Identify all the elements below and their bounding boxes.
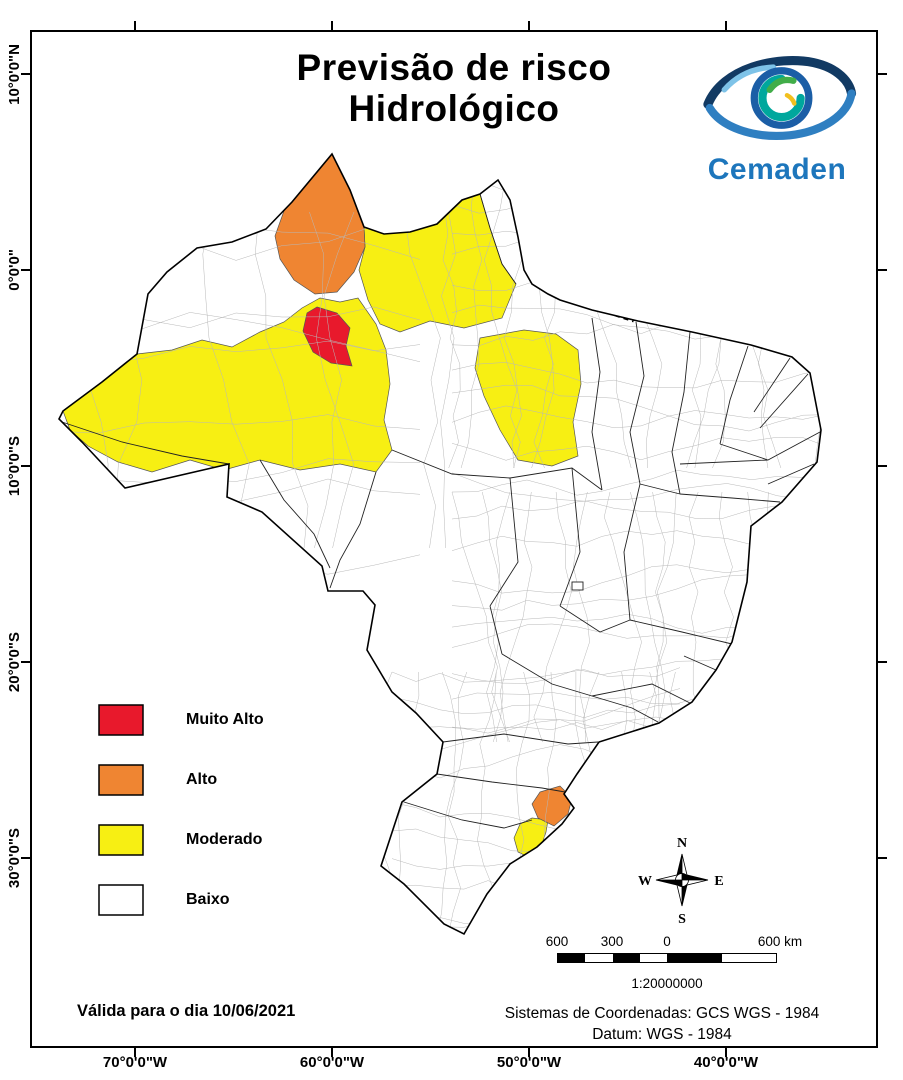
- tick-left-0: [21, 269, 30, 271]
- compass-rose: N S E W: [638, 836, 724, 927]
- coordinate-system-note: Sistemas de Coordenadas: GCS WGS - 1984 …: [462, 1004, 862, 1046]
- validity-date: Válida para o dia 10/06/2021: [77, 1002, 296, 1020]
- tick-bottom-50w: [528, 1048, 530, 1057]
- legend-swatch-moderado: [98, 824, 144, 856]
- tick-bottom-40w: [725, 1048, 727, 1057]
- tick-right-10n: [878, 73, 887, 75]
- lon-label-40w: 40°0'0"W: [693, 1054, 759, 1071]
- tick-left-10n: [21, 73, 30, 75]
- tick-right-30s: [878, 857, 887, 859]
- legend-item-alto: Alto: [98, 764, 264, 796]
- map-title-line1: Previsão de risco: [296, 47, 612, 88]
- lat-label-20s: 20°0'0"S: [5, 631, 23, 693]
- lat-label-10s: 10°0'0"S: [5, 435, 23, 497]
- legend-swatch-muito-alto: [98, 704, 144, 736]
- tick-right-0: [878, 269, 887, 271]
- legend-item-muito-alto: Muito Alto: [98, 704, 264, 736]
- legend-swatch-alto: [98, 764, 144, 796]
- scalebar-tick-600l: 600: [545, 934, 569, 949]
- lat-label-30s: 30°0'0"S: [5, 827, 23, 889]
- cemaden-logo: Cemaden: [677, 48, 877, 187]
- map-frame: Previsão de risco Hidrológico Cemaden: [30, 30, 878, 1048]
- map-title-line2: Hidrológico: [348, 87, 560, 129]
- compass-north-label: N: [677, 836, 687, 851]
- scalebar-tick-0: 0: [663, 934, 671, 949]
- tick-top-60w: [331, 21, 333, 30]
- cemaden-eye-icon: [703, 56, 857, 140]
- lon-label-60w: 60°0'0"W: [299, 1054, 365, 1071]
- compass-east-label: E: [714, 874, 723, 889]
- legend-item-moderado: Moderado: [98, 824, 264, 856]
- scalebar-tick-600r: 600 km: [757, 934, 803, 949]
- legend-label-baixo: Baixo: [186, 891, 230, 908]
- region-moderado-east-para: [474, 329, 582, 467]
- tick-top-40w: [725, 21, 727, 30]
- legend-item-baixo: Baixo: [98, 884, 264, 916]
- tick-right-10s: [878, 465, 887, 467]
- compass-west-label: W: [638, 874, 652, 889]
- scale-ratio: 1:20000000: [631, 976, 703, 991]
- cemaden-wordmark: Cemaden: [707, 153, 847, 186]
- scalebar: [557, 953, 777, 963]
- legend-swatch-baixo: [98, 884, 144, 916]
- tick-bottom-60w: [331, 1048, 333, 1057]
- map-title: Previsão de risco Hidrológico: [32, 47, 876, 129]
- tick-left-30s: [21, 857, 30, 859]
- legend-label-alto: Alto: [186, 771, 218, 788]
- region-moderado-north-para: [358, 193, 517, 333]
- legend-label-muito-alto: Muito Alto: [186, 711, 264, 728]
- tick-right-20s: [878, 661, 887, 663]
- tick-top-50w: [528, 21, 530, 30]
- lat-label-10n: 10°0'0"N: [5, 43, 23, 105]
- region-muito-alto-amazonas: [302, 306, 353, 367]
- region-alto-roraima: [274, 154, 366, 295]
- brazil-outline: [58, 152, 822, 936]
- tick-left-10s: [21, 465, 30, 467]
- legend-label-moderado: Moderado: [186, 831, 263, 848]
- region-alto-santa-catarina: [531, 785, 573, 827]
- tick-bottom-70w: [134, 1048, 136, 1057]
- tick-top-70w: [134, 21, 136, 30]
- distrito-federal: [571, 581, 584, 591]
- lon-label-70w: 70°0'0"W: [102, 1054, 168, 1071]
- coordinate-system-line: Sistemas de Coordenadas: GCS WGS - 1984: [504, 1005, 820, 1022]
- lat-label-0: 0°0'0": [5, 249, 23, 291]
- tick-left-20s: [21, 661, 30, 663]
- datum-line: Datum: WGS - 1984: [592, 1025, 732, 1043]
- compass-south-label: S: [678, 912, 686, 927]
- lon-label-50w: 50°0'0"W: [496, 1054, 562, 1071]
- legend: Muito Alto Alto Moderado Baixo: [98, 704, 264, 944]
- brazil-map: [58, 152, 822, 936]
- scalebar-tick-300: 300: [600, 934, 624, 949]
